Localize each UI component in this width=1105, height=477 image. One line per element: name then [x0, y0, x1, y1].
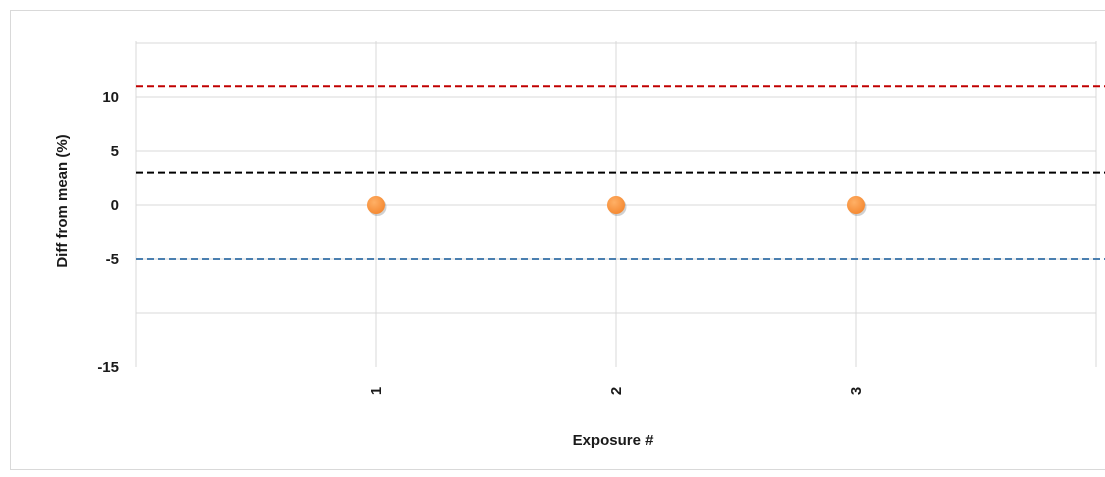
- y-tick-label: 5: [111, 143, 119, 160]
- x-axis-title: Exposure #: [573, 432, 655, 449]
- x-tick-label: 2: [608, 387, 625, 395]
- data-points: [367, 196, 867, 216]
- data-point: [607, 196, 625, 214]
- data-point: [367, 196, 385, 214]
- y-tick-label: 0: [111, 197, 119, 214]
- x-tick-label: 3: [848, 387, 865, 395]
- y-tick-labels: 10 5 0 -5 -15: [97, 89, 119, 376]
- data-point: [847, 196, 865, 214]
- y-tick-label: -15: [97, 359, 119, 376]
- x-tick-label: 1: [368, 387, 385, 395]
- y-tick-label: -5: [106, 251, 119, 268]
- y-axis-title: Diff from mean (%): [54, 134, 71, 267]
- x-tick-labels: 1 2 3: [368, 387, 865, 395]
- chart-frame: 10 5 0 -5 -15 1 2 3 Exposure # Diff from mean …: [10, 10, 1105, 470]
- chart: 10 5 0 -5 -15 1 2 3 Exposure # Diff from mean …: [54, 41, 1105, 449]
- y-tick-label: 10: [102, 89, 119, 106]
- reference-lines: [136, 85, 1105, 260]
